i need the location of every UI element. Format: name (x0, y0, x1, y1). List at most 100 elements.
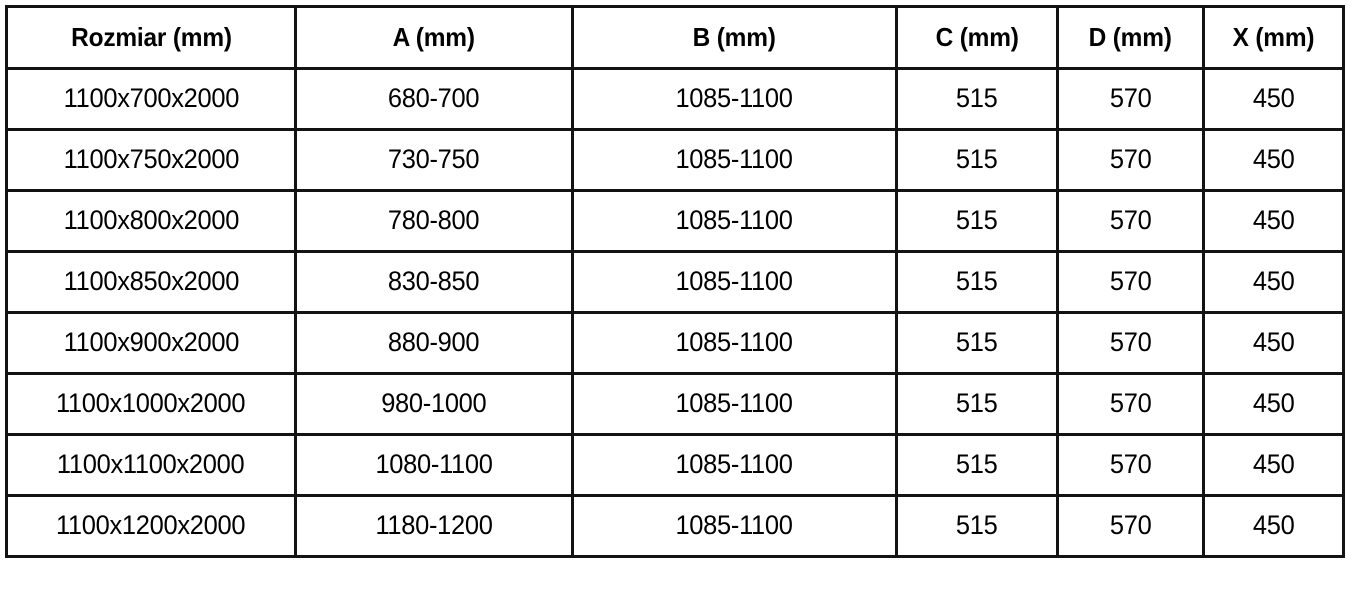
cell-rozmiar: 1100x750x2000 (5, 128, 297, 192)
cell-d: 570 (1056, 433, 1205, 497)
cell-c-value: 515 (956, 449, 998, 480)
cell-a: 1080-1100 (294, 433, 574, 497)
table-row: 1100x1200x2000 1180-1200 1085-1100 515 5… (5, 494, 1345, 558)
cell-d: 570 (1056, 67, 1205, 131)
cell-d: 570 (1056, 494, 1205, 558)
cell-b: 1085-1100 (571, 250, 898, 314)
cell-a: 880-900 (294, 311, 574, 375)
cell-c: 515 (895, 250, 1059, 314)
cell-rozmiar-value: 1100x850x2000 (63, 266, 239, 297)
cell-x: 450 (1202, 311, 1345, 375)
cell-a: 680-700 (294, 67, 574, 131)
cell-x: 450 (1202, 67, 1345, 131)
cell-x-value: 450 (1252, 205, 1295, 236)
cell-c: 515 (895, 128, 1059, 192)
cell-x-value: 450 (1252, 449, 1295, 480)
cell-d: 570 (1056, 128, 1205, 192)
cell-b: 1085-1100 (571, 433, 898, 497)
cell-b-value: 1085-1100 (675, 266, 794, 297)
cell-a: 830-850 (294, 250, 574, 314)
cell-rozmiar-value: 1100x700x2000 (63, 83, 239, 114)
cell-b: 1085-1100 (571, 494, 898, 558)
table-row: 1100x900x2000 880-900 1085-1100 515 570 … (5, 311, 1345, 375)
cell-rozmiar: 1100x800x2000 (5, 189, 297, 253)
table-header: Rozmiar (mm) A (mm) B (mm) C (mm) D (mm)… (5, 5, 1345, 70)
table-header-row: Rozmiar (mm) A (mm) B (mm) C (mm) D (mm)… (5, 5, 1345, 70)
cell-c-value: 515 (956, 327, 998, 358)
cell-b-value: 1085-1100 (675, 144, 794, 175)
cell-x: 450 (1202, 250, 1345, 314)
cell-a-value: 880-900 (388, 327, 480, 358)
cell-c: 515 (895, 372, 1059, 436)
cell-rozmiar: 1100x1200x2000 (5, 494, 297, 558)
cell-b-value: 1085-1100 (675, 388, 794, 419)
cell-b: 1085-1100 (571, 372, 898, 436)
cell-a-value: 1080-1100 (375, 449, 493, 480)
cell-d-value: 570 (1109, 144, 1152, 175)
cell-d: 570 (1056, 189, 1205, 253)
cell-c: 515 (895, 433, 1059, 497)
table-row: 1100x800x2000 780-800 1085-1100 515 570 … (5, 189, 1345, 253)
cell-x: 450 (1202, 128, 1345, 192)
cell-a-value: 780-800 (388, 205, 480, 236)
cell-x-value: 450 (1252, 388, 1295, 419)
cell-c-value: 515 (956, 266, 998, 297)
column-header-rozmiar: Rozmiar (mm) (5, 5, 297, 70)
column-header-d-label: D (mm) (1088, 21, 1173, 52)
cell-d-value: 570 (1109, 327, 1152, 358)
table-row: 1100x750x2000 730-750 1085-1100 515 570 … (5, 128, 1345, 192)
cell-x-value: 450 (1252, 83, 1295, 114)
cell-d: 570 (1056, 372, 1205, 436)
cell-rozmiar-value: 1100x1000x2000 (56, 388, 246, 419)
cell-c-value: 515 (956, 388, 998, 419)
cell-x-value: 450 (1252, 327, 1295, 358)
cell-d-value: 570 (1109, 205, 1152, 236)
cell-c: 515 (895, 189, 1059, 253)
specification-table: Rozmiar (mm) A (mm) B (mm) C (mm) D (mm)… (5, 5, 1345, 558)
cell-b: 1085-1100 (571, 67, 898, 131)
cell-x-value: 450 (1252, 266, 1295, 297)
cell-rozmiar: 1100x900x2000 (5, 311, 297, 375)
column-header-a-label: A (mm) (392, 21, 476, 52)
cell-rozmiar-value: 1100x1200x2000 (56, 510, 246, 541)
cell-c-value: 515 (956, 510, 998, 541)
cell-a-value: 830-850 (388, 266, 480, 297)
column-header-c-label: C (mm) (935, 21, 1019, 52)
cell-rozmiar: 1100x1000x2000 (5, 372, 297, 436)
cell-b-value: 1085-1100 (675, 449, 794, 480)
column-header-x: X (mm) (1202, 5, 1345, 70)
cell-b: 1085-1100 (571, 189, 898, 253)
cell-b: 1085-1100 (571, 128, 898, 192)
cell-b-value: 1085-1100 (675, 83, 794, 114)
table-row: 1100x850x2000 830-850 1085-1100 515 570 … (5, 250, 1345, 314)
cell-c-value: 515 (956, 144, 998, 175)
cell-d-value: 570 (1109, 510, 1152, 541)
cell-a-value: 1180-1200 (375, 510, 493, 541)
cell-x: 450 (1202, 433, 1345, 497)
column-header-a: A (mm) (294, 5, 574, 70)
table-row: 1100x1000x2000 980-1000 1085-1100 515 57… (5, 372, 1345, 436)
cell-rozmiar: 1100x850x2000 (5, 250, 297, 314)
column-header-b-label: B (mm) (692, 21, 777, 52)
cell-d-value: 570 (1109, 83, 1152, 114)
cell-rozmiar-value: 1100x800x2000 (63, 205, 239, 236)
cell-a-value: 980-1000 (381, 388, 487, 419)
cell-d-value: 570 (1109, 266, 1152, 297)
column-header-rozmiar-label: Rozmiar (mm) (70, 21, 232, 52)
cell-b-value: 1085-1100 (675, 510, 794, 541)
cell-d-value: 570 (1109, 388, 1152, 419)
column-header-b: B (mm) (571, 5, 898, 70)
cell-x-value: 450 (1252, 144, 1295, 175)
table-row: 1100x700x2000 680-700 1085-1100 515 570 … (5, 67, 1345, 131)
cell-c-value: 515 (956, 83, 998, 114)
cell-c: 515 (895, 67, 1059, 131)
cell-a-value: 680-700 (388, 83, 480, 114)
cell-a: 1180-1200 (294, 494, 574, 558)
cell-x: 450 (1202, 372, 1345, 436)
cell-a-value: 730-750 (388, 144, 480, 175)
column-header-c: C (mm) (895, 5, 1059, 70)
column-header-x-label: X (mm) (1232, 21, 1315, 52)
cell-d: 570 (1056, 311, 1205, 375)
table-body: 1100x700x2000 680-700 1085-1100 515 570 … (5, 67, 1345, 558)
cell-b-value: 1085-1100 (675, 327, 794, 358)
